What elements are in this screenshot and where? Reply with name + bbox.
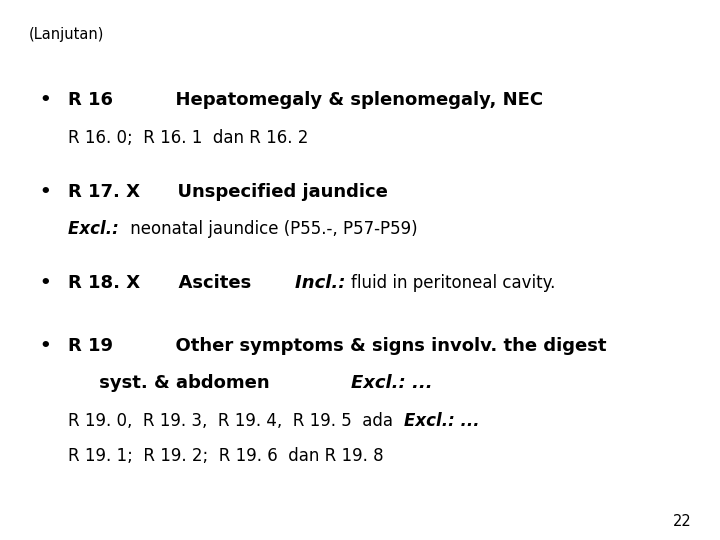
Text: •: • xyxy=(40,274,51,293)
Text: R 19: R 19 xyxy=(68,336,114,355)
Text: R 19. 0,  R 19. 3,  R 19. 4,  R 19. 5  ada: R 19. 0, R 19. 3, R 19. 4, R 19. 5 ada xyxy=(68,412,404,430)
Text: Excl.: ...: Excl.: ... xyxy=(404,412,480,430)
Text: Other symptoms & signs involv. the digest: Other symptoms & signs involv. the diges… xyxy=(113,336,607,355)
Text: R 18. X: R 18. X xyxy=(68,274,140,293)
Text: R 19. 1;  R 19. 2;  R 19. 6  dan R 19. 8: R 19. 1; R 19. 2; R 19. 6 dan R 19. 8 xyxy=(68,447,384,465)
Text: •: • xyxy=(40,183,51,201)
Text: Ascites: Ascites xyxy=(140,274,294,293)
Text: Hepatomegaly & splenomegaly, NEC: Hepatomegaly & splenomegaly, NEC xyxy=(113,91,544,109)
Text: Excl.:: Excl.: xyxy=(68,220,125,239)
Text: Unspecified jaundice: Unspecified jaundice xyxy=(140,183,388,201)
Text: 22: 22 xyxy=(672,514,691,529)
Text: Incl.:: Incl.: xyxy=(294,274,351,293)
Text: syst. & abdomen: syst. & abdomen xyxy=(68,374,351,393)
Text: •: • xyxy=(40,336,51,355)
Text: (Lanjutan): (Lanjutan) xyxy=(29,27,104,42)
Text: Excl.: ...: Excl.: ... xyxy=(351,374,433,393)
Text: fluid in peritoneal cavity.: fluid in peritoneal cavity. xyxy=(351,274,556,293)
Text: neonatal jaundice (P55.-, P57-P59): neonatal jaundice (P55.-, P57-P59) xyxy=(125,220,418,239)
Text: R 16: R 16 xyxy=(68,91,114,109)
Text: R 16. 0;  R 16. 1  dan R 16. 2: R 16. 0; R 16. 1 dan R 16. 2 xyxy=(68,129,309,147)
Text: •: • xyxy=(40,91,51,109)
Text: R 17. X: R 17. X xyxy=(68,183,140,201)
